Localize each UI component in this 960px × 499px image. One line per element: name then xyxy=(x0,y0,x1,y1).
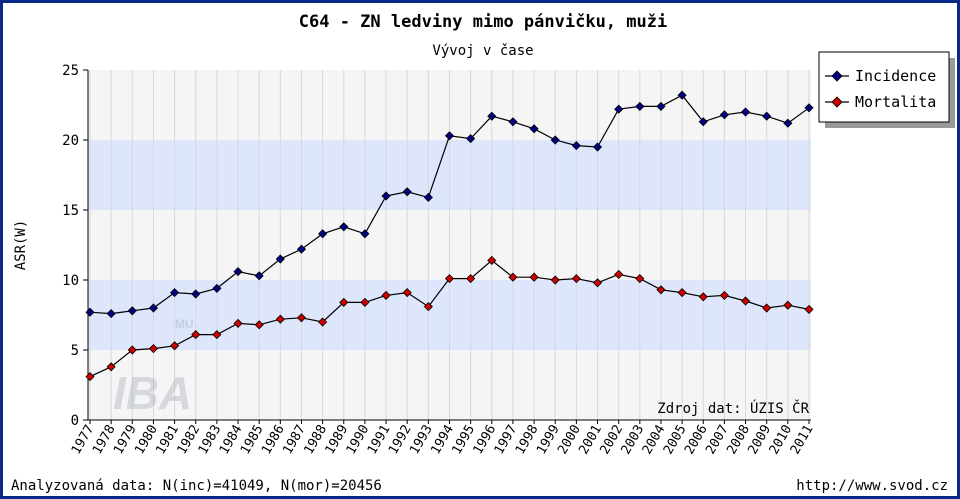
mortalita-point xyxy=(677,288,687,298)
y-tick-label: 20 xyxy=(62,133,79,149)
y-tick-label: 15 xyxy=(62,203,79,219)
mortalita-point xyxy=(804,304,814,314)
incidence-point xyxy=(656,101,666,111)
watermark-text: IBA xyxy=(113,367,192,419)
mortalita-point xyxy=(170,341,180,351)
mortalita-point xyxy=(550,275,560,285)
iba-watermark: IBA MU xyxy=(113,317,194,419)
incidence-point xyxy=(106,309,116,319)
mortalita-point xyxy=(318,317,328,327)
legend-mortalita-marker xyxy=(831,96,843,108)
mortalita-point xyxy=(275,314,285,324)
mortalita-point xyxy=(296,313,307,323)
incidence-point xyxy=(275,254,285,264)
chart-title: C64 - ZN ledviny mimo pánvičku, muži xyxy=(299,12,667,32)
mortalita-point xyxy=(487,255,497,265)
y-tick-label: 25 xyxy=(62,63,79,79)
legend: Incidence Mortalita xyxy=(818,51,955,128)
legend-incidence-marker xyxy=(831,70,843,82)
mortalita-point xyxy=(191,330,201,340)
incidence-point xyxy=(296,244,307,254)
y-tick-label: 5 xyxy=(71,343,79,359)
mortalita-point xyxy=(148,344,159,354)
incidence-point xyxy=(614,104,624,114)
mortalita-point xyxy=(762,303,772,313)
incidence-point xyxy=(170,288,180,298)
footer-url[interactable]: http://www.svod.cz xyxy=(796,478,948,494)
mortalita-point xyxy=(614,269,624,279)
incidence-point xyxy=(592,142,603,152)
incidence-point xyxy=(804,103,814,113)
incidence-point xyxy=(444,131,455,141)
mortalita-point xyxy=(381,290,391,300)
mortalita-point xyxy=(106,362,116,372)
y-tick-label: 0 xyxy=(71,413,79,429)
mortalita-point xyxy=(444,274,455,284)
incidence-point xyxy=(529,124,539,134)
incidence-point xyxy=(783,118,793,128)
mortalita-point xyxy=(571,274,581,284)
incidence-point xyxy=(508,117,518,127)
mortalita-point xyxy=(254,320,264,330)
mortalita-point xyxy=(466,274,476,284)
incidence-point xyxy=(698,117,708,127)
mortalita-point xyxy=(360,297,370,307)
incidence-point xyxy=(148,303,159,313)
incidence-point xyxy=(318,229,328,239)
mortalita-point xyxy=(783,300,793,310)
mortalita-point xyxy=(402,288,412,298)
svg-text:MU: MU xyxy=(175,317,194,331)
incidence-point xyxy=(85,307,95,317)
mortalita-point xyxy=(698,292,708,302)
y-tick-label: 10 xyxy=(62,273,79,289)
incidence-point xyxy=(677,90,687,100)
incidence-point xyxy=(740,107,751,117)
incidence-point xyxy=(339,222,349,232)
mortalita-point xyxy=(529,272,539,282)
mortalita-point xyxy=(635,274,645,284)
incidence-point xyxy=(550,135,560,145)
incidence-point xyxy=(127,306,137,316)
y-axis-label: ASR(W) xyxy=(13,220,29,271)
incidence-point xyxy=(466,134,476,144)
incidence-point xyxy=(233,267,243,277)
chart-subtitle: Vývoj v čase xyxy=(432,43,533,59)
incidence-point xyxy=(254,271,264,281)
legend-incidence-label: Incidence xyxy=(855,67,936,85)
mortalita-point xyxy=(85,372,95,382)
incidence-point xyxy=(762,111,772,121)
mortalita-point xyxy=(656,285,666,295)
incidence-point xyxy=(402,187,412,197)
incidence-point xyxy=(191,289,201,299)
mortalita-point xyxy=(212,330,222,340)
mortalita-point xyxy=(233,318,243,328)
mortalita-point xyxy=(508,272,518,282)
mortalita-point xyxy=(423,302,433,312)
chart-frame: IBA MU 0 5 10 15 20 25 1977 1978 1979 1980 1981 19… xyxy=(3,3,957,496)
source-note: Zdroj dat: ÚZIS ČR xyxy=(657,399,809,417)
incidence-point xyxy=(381,191,391,201)
mortalita-point xyxy=(592,278,603,288)
x-tick-label: 2011 xyxy=(788,423,817,458)
mortalita-point xyxy=(339,297,349,307)
incidence-point xyxy=(571,141,581,151)
incidence-point xyxy=(360,229,370,239)
legend-mortalita-label: Mortalita xyxy=(855,93,936,111)
incidence-point xyxy=(635,101,645,111)
incidence-point xyxy=(212,283,222,293)
mortalita-point xyxy=(127,345,137,355)
incidence-point xyxy=(423,192,433,202)
incidence-point xyxy=(487,111,497,121)
footer-analyzed-data: Analyzovaná data: N(inc)=41049, N(mor)=2… xyxy=(11,478,382,494)
mortalita-point xyxy=(719,290,729,300)
incidence-point xyxy=(719,110,729,120)
mortalita-point xyxy=(740,296,751,306)
